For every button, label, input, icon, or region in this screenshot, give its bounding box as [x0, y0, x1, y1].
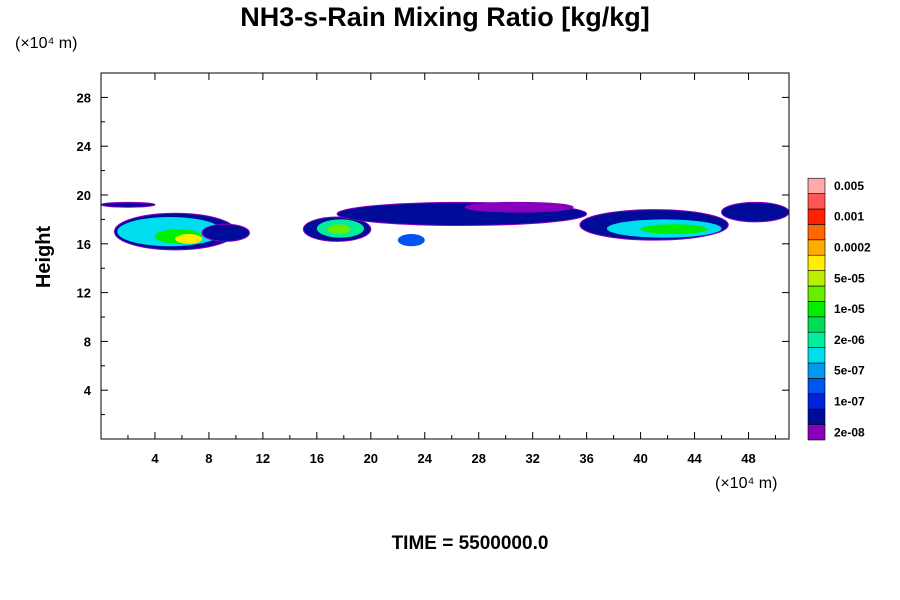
plot-frame: [100, 72, 790, 440]
x-tick-label-10: 44: [687, 451, 702, 466]
y-tick-label-4: 20: [77, 188, 91, 203]
colorbar-swatch-2: [807, 393, 826, 410]
colorbar-swatch-4: [807, 362, 826, 379]
y-axis-label: Height: [33, 226, 55, 289]
chart-title: NH3-s-Rain Mixing Ratio [kg/kg]: [240, 2, 650, 32]
data-region-4: [175, 234, 203, 244]
colorbar-label-6: 0.0002: [834, 241, 871, 255]
y-tick-label-1: 8: [84, 334, 91, 349]
colorbar: 2e-08 1e-07 5e-07 2e-06 1e-05 5e-05 0.0002 0.00…: [807, 177, 871, 441]
y-tick-label-6: 28: [77, 90, 91, 105]
data-region-14: [640, 224, 709, 235]
colorbar-swatch-1: [807, 408, 826, 425]
x-tick-label-3: 16: [310, 451, 324, 466]
x-tick-label-6: 28: [471, 451, 485, 466]
colorbar-swatch-5: [807, 347, 826, 364]
colorbar-label-3: 2e-06: [834, 333, 865, 347]
colorbar-swatch-15: [807, 193, 826, 210]
data-region-9: [397, 234, 425, 247]
colorbar-label-4: 1e-05: [834, 302, 865, 316]
colorbar-swatch-7: [807, 316, 826, 333]
y-tick-label-2: 12: [77, 286, 91, 301]
data-region-11: [464, 201, 574, 213]
data-region-15: [721, 201, 790, 223]
data-region-8: [327, 224, 351, 235]
colorbar-swatch-8: [807, 301, 826, 318]
y-tick-label-0: 4: [84, 383, 92, 398]
colorbar-swatch-11: [807, 254, 826, 271]
y-tick-label-3: 16: [77, 237, 91, 252]
x-tick-label-1: 8: [205, 451, 212, 466]
x-tick-label-5: 24: [418, 451, 433, 466]
colorbar-label-5: 5e-05: [834, 271, 865, 285]
colorbar-swatch-16: [807, 177, 826, 194]
x-tick-label-0: 4: [151, 451, 159, 466]
x-tick-label-8: 36: [579, 451, 593, 466]
colorbar-label-8: 0.005: [834, 179, 864, 193]
colorbar-label-7: 0.001: [834, 210, 864, 224]
colorbar-label-2: 5e-07: [834, 364, 865, 378]
colorbar-swatch-0: [807, 424, 826, 441]
colorbar-swatch-12: [807, 239, 826, 256]
colorbar-swatch-13: [807, 224, 826, 241]
y-unit-label: (×10⁴ m): [15, 35, 77, 52]
colorbar-label-0: 2e-08: [834, 425, 865, 439]
x-tick-label-2: 12: [256, 451, 270, 466]
x-tick-label-4: 20: [364, 451, 378, 466]
data-region-0: [100, 201, 156, 208]
data-region-5: [201, 223, 250, 242]
x-tick-label-11: 48: [741, 451, 755, 466]
plot-data-layer: [100, 201, 790, 251]
colorbar-swatch-10: [807, 270, 826, 287]
time-label: TIME = 5500000.0: [392, 533, 549, 554]
x-unit-label: (×10⁴ m): [715, 475, 777, 492]
colorbar-label-1: 1e-07: [834, 395, 865, 409]
colorbar-swatch-3: [807, 378, 826, 395]
colorbar-swatch-14: [807, 208, 826, 225]
x-tick-label-7: 32: [525, 451, 539, 466]
colorbar-swatch-9: [807, 285, 826, 302]
colorbar-swatch-6: [807, 331, 826, 348]
x-tick-label-9: 40: [633, 451, 647, 466]
y-tick-label-5: 24: [77, 139, 92, 154]
